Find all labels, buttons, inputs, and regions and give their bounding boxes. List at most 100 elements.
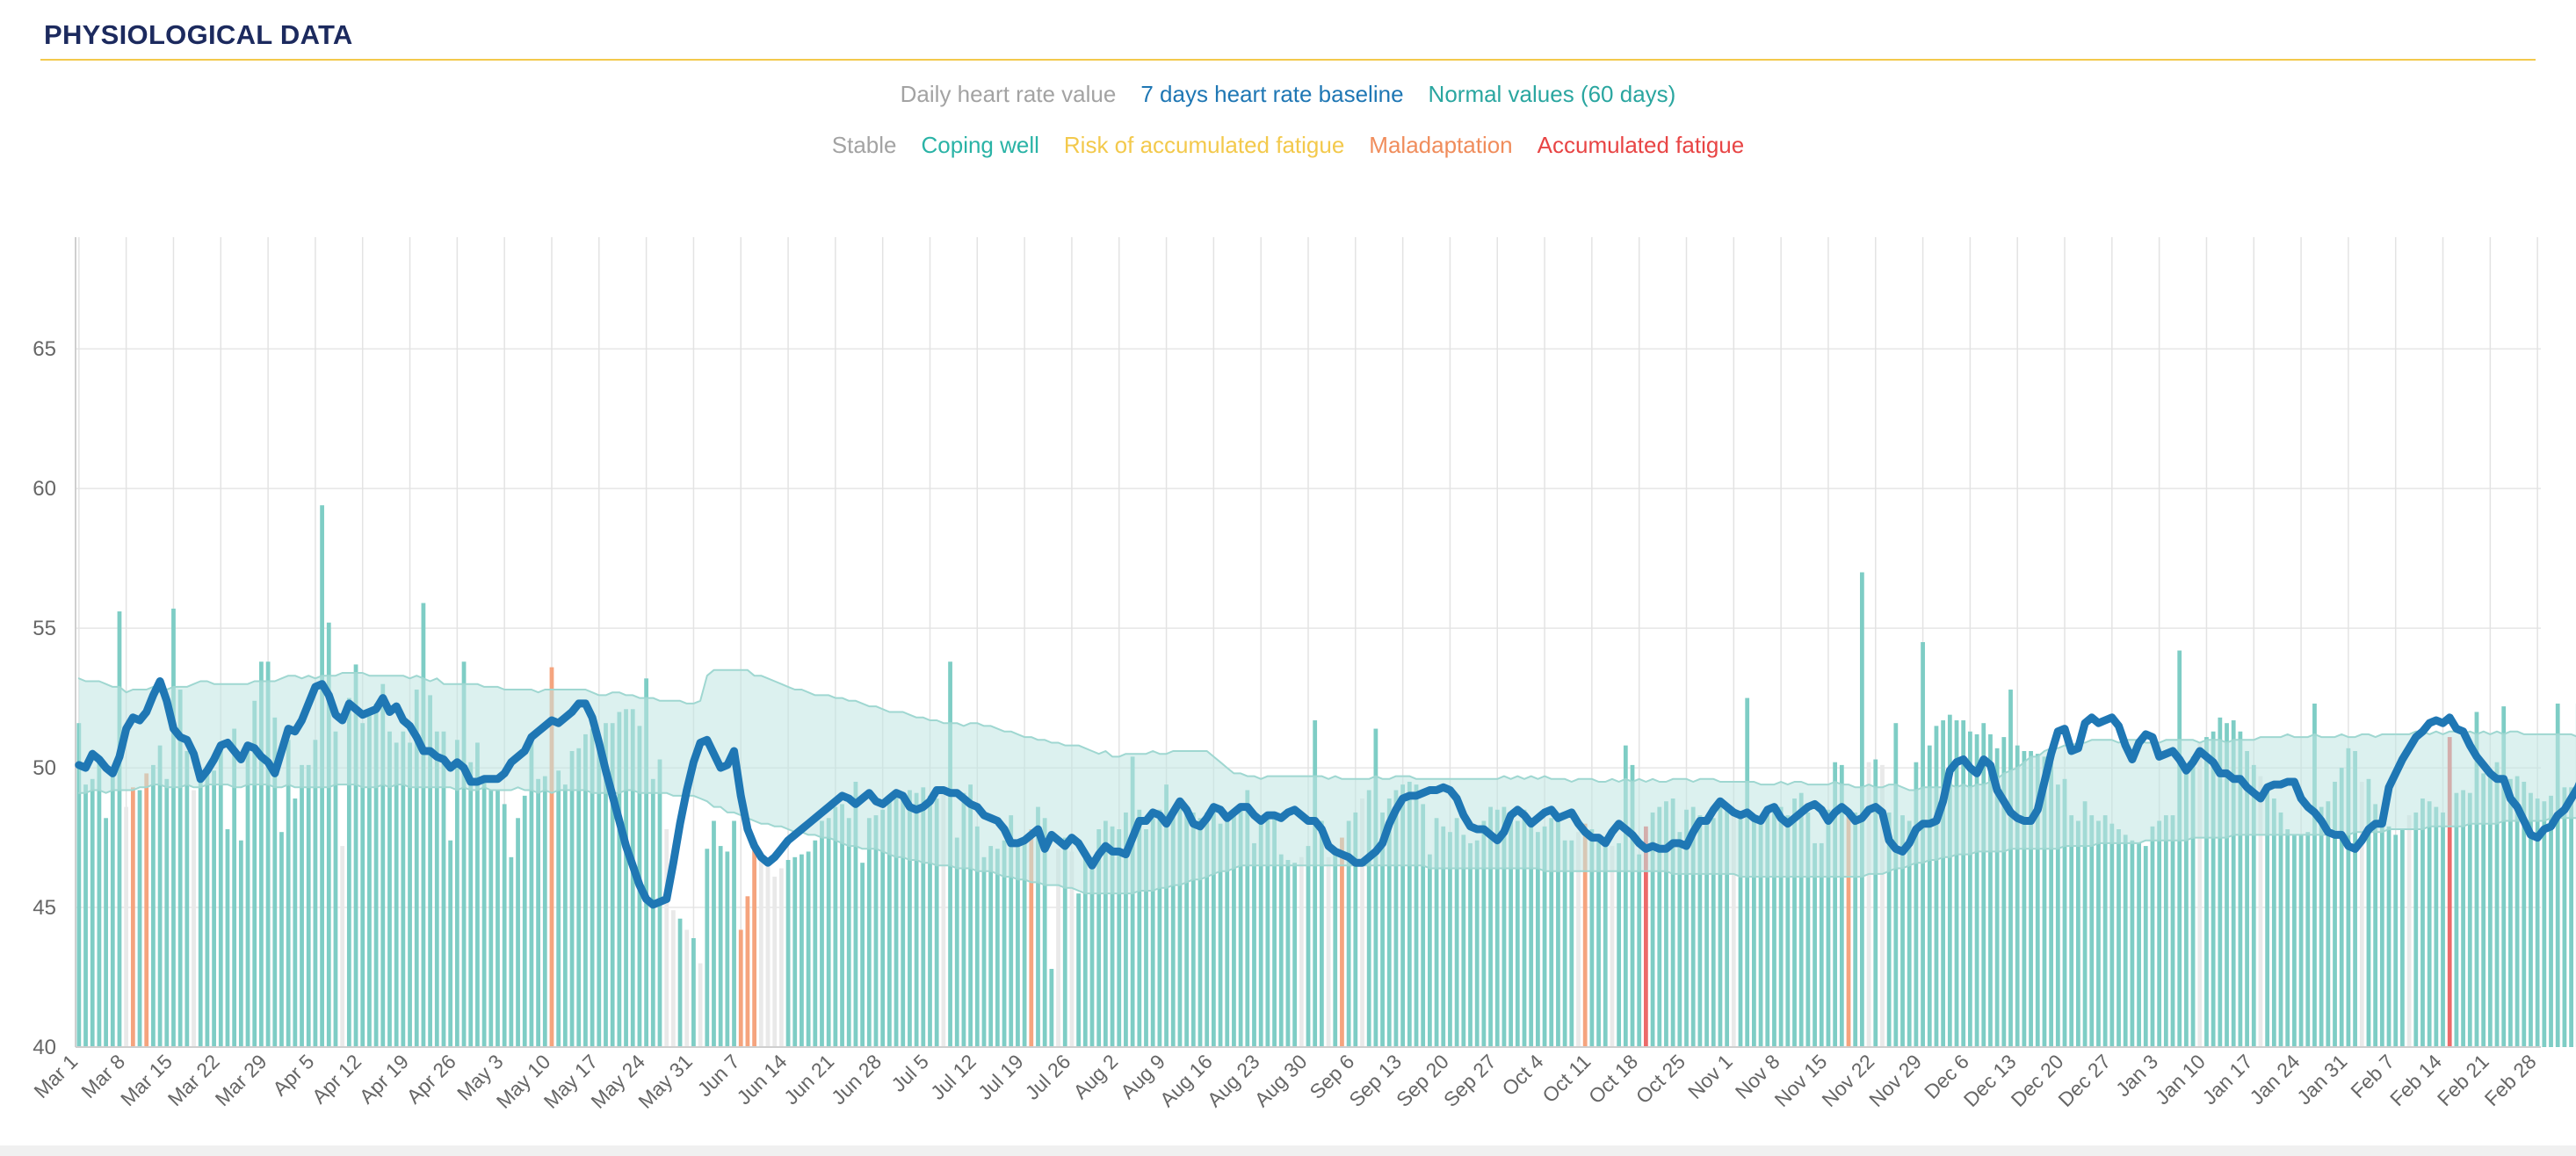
legend-status-stable[interactable]: Stable bbox=[831, 132, 897, 158]
daily-hr-bar bbox=[2035, 754, 2040, 1047]
daily-hr-bar bbox=[738, 929, 743, 1047]
daily-hr-bar bbox=[1785, 815, 1791, 1047]
y-tick-label: 50 bbox=[33, 756, 56, 780]
daily-hr-bar bbox=[590, 728, 595, 1047]
daily-hr-bar bbox=[1407, 781, 1412, 1047]
daily-hr-bar bbox=[1623, 745, 1628, 1047]
daily-hr-bar bbox=[293, 798, 298, 1047]
daily-hr-bar bbox=[137, 790, 142, 1047]
legend-series-daily-heart-rate-value[interactable]: Daily heart rate value bbox=[900, 81, 1117, 107]
daily-hr-bar bbox=[1333, 851, 1338, 1047]
daily-hr-bar bbox=[421, 603, 426, 1047]
daily-hr-bar bbox=[1150, 818, 1155, 1047]
daily-hr-bar bbox=[1657, 806, 1662, 1047]
daily-hr-bar bbox=[516, 818, 520, 1047]
legend-status-accumulated-fatigue[interactable]: Accumulated fatigue bbox=[1537, 132, 1745, 158]
daily-hr-bar bbox=[124, 806, 129, 1047]
daily-hr-bar bbox=[1184, 809, 1190, 1047]
daily-hr-bar bbox=[2049, 762, 2054, 1047]
daily-hr-bar bbox=[650, 778, 655, 1047]
daily-hr-bar bbox=[846, 818, 851, 1047]
daily-hr-bar bbox=[353, 664, 358, 1047]
daily-hr-bar bbox=[313, 740, 318, 1047]
daily-hr-bar bbox=[414, 690, 419, 1047]
daily-hr-bar bbox=[536, 778, 540, 1047]
daily-hr-bar bbox=[1299, 856, 1304, 1047]
daily-hr-bar bbox=[1205, 812, 1210, 1047]
daily-hr-bar bbox=[1461, 834, 1466, 1047]
daily-hr-bar bbox=[1225, 815, 1230, 1047]
daily-hr-bar bbox=[2258, 776, 2263, 1047]
daily-hr-bar bbox=[408, 742, 412, 1047]
daily-hr-bar bbox=[1873, 759, 1878, 1047]
daily-hr-bar bbox=[1637, 854, 1642, 1047]
daily-hr-bar bbox=[1258, 823, 1263, 1047]
daily-hr-bar bbox=[164, 778, 170, 1047]
daily-hr-bar bbox=[2042, 756, 2047, 1047]
daily-hr-bar bbox=[83, 784, 88, 1047]
legend-series-7-days-heart-rate-baseline[interactable]: 7 days heart rate baseline bbox=[1140, 81, 1404, 107]
daily-hr-bar bbox=[428, 695, 432, 1047]
daily-hr-bar bbox=[2231, 720, 2236, 1047]
x-tick-label: Nov 29 bbox=[1864, 1050, 1926, 1111]
daily-hr-bar bbox=[461, 661, 467, 1047]
daily-hr-bar bbox=[1427, 854, 1432, 1047]
daily-hr-bar bbox=[1752, 818, 1756, 1047]
daily-hr-bar bbox=[1124, 812, 1128, 1047]
daily-hr-bar bbox=[97, 762, 102, 1047]
daily-hr-bar bbox=[252, 700, 257, 1047]
daily-hr-bar bbox=[434, 731, 439, 1047]
daily-hr-bar bbox=[157, 745, 163, 1047]
daily-hr-bar bbox=[225, 829, 230, 1047]
daily-hr-bar bbox=[2076, 820, 2080, 1047]
daily-hr-bar bbox=[198, 773, 203, 1047]
x-tick-label: Jan 24 bbox=[2245, 1050, 2304, 1109]
daily-hr-bar bbox=[1360, 798, 1364, 1047]
y-tick-label: 60 bbox=[33, 477, 56, 501]
daily-hr-bar bbox=[2089, 815, 2095, 1047]
daily-hr-bar bbox=[104, 818, 108, 1047]
daily-hr-bar bbox=[2434, 806, 2439, 1047]
daily-hr-bar bbox=[1549, 818, 1554, 1047]
daily-hr-bar bbox=[488, 790, 494, 1047]
daily-hr-bar bbox=[954, 837, 959, 1047]
daily-hr-bar bbox=[110, 773, 115, 1047]
x-tick-label: Nov 15 bbox=[1770, 1050, 1832, 1111]
daily-hr-bar bbox=[1245, 790, 1250, 1047]
daily-hr-bar bbox=[1711, 818, 1716, 1047]
daily-hr-bar bbox=[644, 678, 648, 1047]
daily-hr-bar bbox=[1826, 809, 1831, 1047]
daily-hr-bar bbox=[265, 661, 271, 1047]
daily-hr-bar bbox=[745, 896, 750, 1047]
x-tick-label: Jun 14 bbox=[732, 1050, 791, 1109]
daily-hr-bar bbox=[860, 863, 865, 1047]
daily-hr-bar bbox=[1501, 806, 1507, 1047]
daily-hr-bar bbox=[2143, 846, 2148, 1047]
x-tick-label: Aug 30 bbox=[1250, 1050, 1312, 1111]
daily-hr-bar bbox=[2386, 826, 2391, 1047]
daily-hr-bar bbox=[1833, 762, 1838, 1047]
legend-status-maladaptation[interactable]: Maladaptation bbox=[1369, 132, 1513, 158]
daily-hr-bar bbox=[2238, 731, 2243, 1047]
legend-status-risk-of-accumulated-fatigue[interactable]: Risk of accumulated fatigue bbox=[1063, 132, 1345, 158]
legend-status-coping-well[interactable]: Coping well bbox=[921, 132, 1039, 158]
daily-hr-bar bbox=[1164, 784, 1169, 1047]
daily-hr-bar bbox=[218, 745, 223, 1047]
daily-hr-bar bbox=[806, 851, 811, 1047]
x-tick-label: Jun 28 bbox=[827, 1050, 886, 1109]
daily-hr-bar bbox=[630, 709, 635, 1047]
daily-hr-bar bbox=[1103, 820, 1108, 1047]
legend-series-normal-values-60-days[interactable]: Normal values (60 days) bbox=[1428, 81, 1676, 107]
daily-hr-bar bbox=[624, 709, 628, 1047]
daily-hr-bar bbox=[1961, 720, 1966, 1047]
daily-hr-bar bbox=[758, 856, 763, 1047]
daily-hr-bar bbox=[1130, 756, 1135, 1047]
daily-hr-bar bbox=[1049, 968, 1054, 1047]
daily-hr-bar bbox=[765, 865, 771, 1047]
daily-hr-bar bbox=[1488, 806, 1493, 1047]
normal-range-upper-edge bbox=[77, 668, 2576, 791]
daily-hr-bar bbox=[1914, 762, 1919, 1047]
daily-hr-bar bbox=[454, 740, 459, 1047]
daily-hr-bar bbox=[481, 778, 487, 1047]
y-tick-label: 40 bbox=[33, 1036, 56, 1059]
